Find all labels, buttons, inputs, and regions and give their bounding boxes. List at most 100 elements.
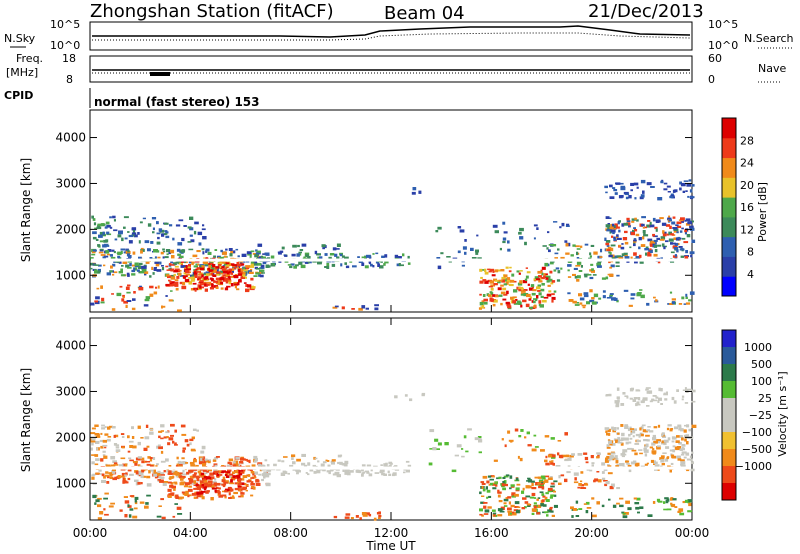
echo-cell [671,301,676,305]
echo-cell [640,244,646,247]
echo-cell [542,495,546,498]
echo-cell [663,188,668,191]
echo-cell [115,449,121,452]
echo-cell [361,512,367,516]
echo-cell [370,263,373,267]
echo-cell [505,281,509,285]
echo-cell [252,486,256,490]
echo-cell [173,262,177,265]
echo-cell [245,484,249,487]
echo-cell [609,266,612,269]
echo-cell [205,460,209,463]
echo-cell [383,463,387,467]
echo-cell [292,461,296,465]
echo-cell [660,236,666,240]
echo-cell [639,452,643,455]
echo-cell [541,272,544,276]
echo-cell [253,460,257,463]
echo-cell [548,290,552,293]
echo-cell [636,497,641,501]
echo-cell [94,424,99,427]
echo-cell [612,187,616,189]
echo-cell [103,455,108,459]
echo-cell [90,440,96,443]
echo-cell [196,491,200,495]
echo-cell [205,271,211,274]
echo-cell [683,303,687,305]
echo-cell [546,514,549,517]
echo-cell [234,482,240,485]
echo-cell [163,470,166,473]
echo-cell [241,468,246,472]
echo-cell [505,483,508,487]
echo-cell [671,440,675,443]
echo-cell [650,459,654,463]
echo-cell [185,462,189,464]
echo-cell [177,309,182,312]
echo-cell [486,480,490,484]
echo-cell [536,512,540,515]
echo-cell [576,261,582,265]
echo-cell [113,251,116,254]
echo-cell [685,190,688,192]
echo-cell [91,215,94,219]
echo-cell [642,227,645,229]
echo-cell [123,226,126,229]
echo-cell [222,269,226,274]
echo-cell [103,508,106,511]
echo-cell [182,275,186,279]
echo-cell [368,260,371,264]
echo-cell [503,480,507,484]
echo-cell [206,476,212,480]
echo-cell [172,237,175,241]
echo-cell [289,265,293,269]
echo-cell [541,481,544,484]
echo-cell [591,297,595,300]
echo-cell [533,300,536,304]
echo-cell [211,485,215,488]
echo-cell [584,456,589,461]
echo-cell [652,501,656,504]
echo-cell [366,464,372,467]
echo-cell [606,245,610,247]
echo-cell [638,254,642,258]
echo-cell [113,468,116,472]
echo-cell [630,428,635,430]
echo-cell [550,494,555,497]
echo-cell [653,235,658,238]
echo-cell [689,227,695,231]
echo-cell [639,432,643,435]
echo-cell [663,182,668,185]
echo-cell [523,293,529,297]
echo-cell [282,470,287,473]
echo-cell [259,274,264,278]
echo-cell [260,266,265,269]
echo-cell [575,265,581,267]
echo-cell [601,462,606,466]
echo-cell [158,476,162,479]
echo-cell [180,477,184,481]
echo-cell [498,279,503,282]
echo-cell [144,436,150,440]
x-tick-label: 20:00 [574,526,609,540]
echo-cell [184,266,187,270]
echo-cell [132,230,136,234]
echo-cell [571,453,575,456]
echo-cell [502,477,506,479]
echo-cell [542,511,546,514]
echo-cell [612,504,617,508]
echo-cell [577,486,581,489]
echo-cell [216,255,221,259]
echo-cell [91,461,95,465]
echo-cell [633,238,637,240]
echo-cell [681,444,686,447]
echo-cell [178,262,183,265]
echo-cell [365,307,369,310]
echo-cell [603,468,608,471]
echo-cell [663,508,668,511]
echo-cell [664,458,669,462]
echo-cell [312,260,317,263]
echo-cell [165,284,169,286]
echo-cell [189,461,195,465]
echo-cell [663,393,668,396]
